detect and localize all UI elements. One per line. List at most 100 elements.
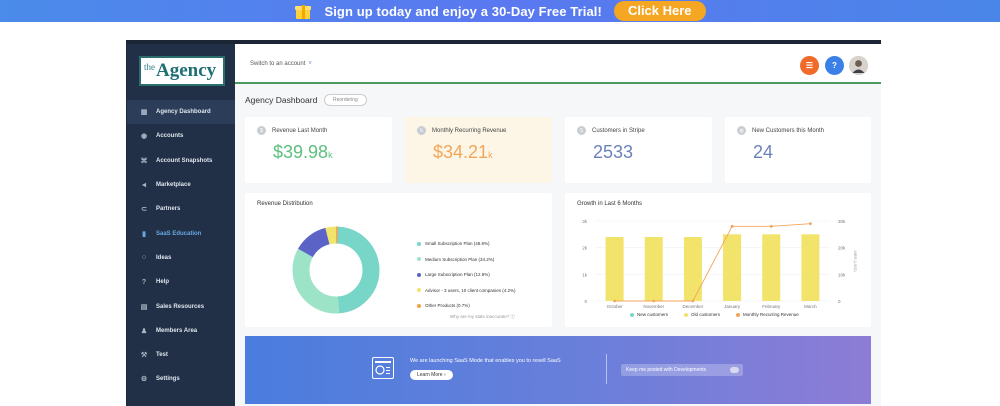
avatar[interactable] (849, 56, 868, 75)
y-tick-label: 3k (582, 219, 588, 224)
bar-old-customers (723, 234, 742, 301)
bar-old-customers (644, 237, 663, 301)
sidebar-item-ideas[interactable]: ○ Ideas (127, 246, 235, 270)
sidebar-item-label: Help (156, 279, 170, 286)
mrr-point (809, 222, 812, 226)
kpi-card-revenue-last-month: $ Revenue Last Month $39.98k (245, 117, 392, 183)
mrr-point (769, 224, 773, 228)
app-screen: the Agency ▦ Agency Dashboard ◉ Accounts ⌘… (126, 40, 881, 406)
sidebar-item-partners[interactable]: ⊂ Partners (127, 197, 235, 221)
legend-item[interactable]: Old customers (684, 312, 720, 317)
page-title: Agency Dashboard (245, 95, 318, 105)
legend-item[interactable]: Medium Subscription Plan (34.2%) (417, 252, 516, 268)
dollar-icon: $ (257, 126, 266, 135)
bar-old-customers (801, 234, 820, 301)
mrr-point (652, 299, 656, 303)
learn-more-button[interactable]: Learn More › (410, 370, 453, 380)
x-tick-label: November (643, 304, 664, 309)
toggle-switch[interactable] (730, 367, 739, 373)
y2-tick-label: 30k (838, 219, 846, 224)
logo-name: Agency (156, 60, 217, 81)
mrr-point (691, 299, 695, 303)
kpi-value-number: $34.21 (433, 142, 489, 162)
kpi-label: Customers in Stripe (592, 127, 645, 134)
promo-text: Sign up today and enjoy a 30-Day Free Tr… (324, 3, 602, 19)
sidebar-item-marketplace[interactable]: ◄ Marketplace (127, 173, 235, 197)
stripe-icon: S (577, 126, 586, 135)
legend-label: Large Subscription Plan (12.9%) (425, 272, 490, 278)
legend-item[interactable]: Advisor - 3 users, 10 client companies (… (417, 283, 516, 299)
y-tick-label: 1k (582, 272, 588, 277)
y-tick-label: 0 (584, 299, 587, 304)
sidebar-item-settings[interactable]: ⚙ Settings (127, 367, 235, 391)
chevron-down-icon: ˅ (308, 61, 312, 67)
growth-chart: 0 1k 2k 3k 0 10k 20k 30k MRR (USD) October Novembe… (582, 219, 858, 309)
note-text: Why are my stats inaccurate? (450, 314, 510, 319)
legend-item[interactable]: Large Subscription Plan (12.9%) (417, 267, 516, 283)
banner-text: We are launching SaaS Mode that enables … (410, 358, 561, 364)
sidebar-item-agency-dashboard[interactable]: ▦ Agency Dashboard (127, 100, 235, 125)
chevron-right-icon: › (443, 372, 446, 378)
legend-item[interactable]: New customers (630, 312, 668, 317)
legend-label: Monthly Recurring Revenue (743, 312, 799, 317)
question-icon: ? (141, 278, 147, 286)
top-header: Switch to an account ˅ ☰ ? (235, 44, 881, 84)
sidebar-item-label: Partners (156, 206, 181, 213)
sidebar-item-label: Marketplace (156, 182, 191, 189)
sidebar-item-test[interactable]: ⚒ Test (127, 343, 235, 367)
legend-item[interactable]: Monthly Recurring Revenue (736, 312, 799, 317)
y-tick-label: 2k (582, 246, 588, 251)
megaphone-icon: ◄ (140, 181, 148, 189)
switch-account-dropdown[interactable]: Switch to an account ˅ (250, 61, 312, 67)
window-top-edge (127, 40, 881, 44)
sidebar-item-label: Members Area (156, 327, 198, 334)
kpi-value: 24 (753, 142, 774, 162)
bar-old-customers (762, 234, 781, 301)
sidebar-item-label: Agency Dashboard (156, 109, 211, 116)
sidebar-item-label: Sales Resources (156, 303, 205, 310)
kpi-value: $34.21k (433, 142, 493, 163)
kpi-value: $39.98k (273, 142, 333, 163)
click-here-button[interactable]: Click Here (613, 1, 706, 21)
help-icon[interactable]: ? (825, 56, 844, 75)
x-tick-label: December (683, 304, 704, 309)
kpi-value-suffix: k (488, 150, 493, 160)
kpi-label: Monthly Recurring Revenue (432, 127, 507, 134)
keep-me-posted-toggle[interactable]: Keep me posted with Developments (621, 364, 743, 376)
switch-account-label: Switch to an account (250, 61, 306, 67)
bar-old-customers (605, 237, 624, 301)
logo-prefix: the (144, 62, 155, 72)
mrr-line (614, 223, 811, 302)
sidebar-item-saas-education[interactable]: ▮ SaaS Education (127, 221, 235, 245)
wrench-icon: ⚒ (140, 352, 148, 360)
sidebar-item-label: Account Snapshots (156, 157, 213, 164)
learn-more-label: Learn More (417, 372, 443, 378)
notifications-icon[interactable]: ☰ (800, 56, 819, 75)
x-tick-label: January (724, 304, 741, 309)
sidebar-nav: ▦ Agency Dashboard ◉ Accounts ⌘ Account Sna… (127, 100, 235, 392)
growth-panel: Growth in Last 6 Months 0 1k 2k 3k 0 10k 20k 30… (565, 193, 871, 327)
book-icon: ▮ (142, 230, 146, 238)
sidebar-item-label: Test (156, 352, 168, 359)
agency-logo[interactable]: the Agency (139, 56, 225, 86)
info-icon: ⓘ (510, 314, 516, 319)
legend-label: Medium Subscription Plan (34.2%) (425, 256, 495, 262)
refresh-icon: ↻ (417, 126, 426, 135)
sidebar-item-accounts[interactable]: ◉ Accounts (127, 124, 235, 148)
pin-icon: ◉ (140, 133, 148, 141)
sidebar-item-help[interactable]: ? Help (127, 270, 235, 294)
sidebar-item-members-area[interactable]: ♟ Members Area (127, 319, 235, 343)
sidebar-item-sales-resources[interactable]: ▤ Sales Resources (127, 294, 235, 318)
grid-icon: ▦ (140, 109, 148, 117)
reordering-toggle[interactable]: Reordering (324, 94, 367, 106)
sidebar-item-label: SaaS Education (156, 230, 202, 237)
sidebar-item-account-snapshots[interactable]: ⌘ Account Snapshots (127, 149, 235, 173)
users-icon: ◍ (737, 126, 746, 135)
handshake-icon: ⊂ (141, 206, 147, 214)
bulb-icon: ○ (141, 254, 147, 262)
panel-title: Growth in Last 6 Months (577, 201, 643, 207)
stats-inaccurate-link[interactable]: Why are my stats inaccurate? ⓘ (450, 314, 515, 320)
members-icon: ♟ (140, 327, 148, 335)
legend-item[interactable]: Small Subscription Plan (48.8%) (417, 236, 516, 252)
legend-item[interactable]: Other Products (0.7%) (417, 298, 516, 314)
